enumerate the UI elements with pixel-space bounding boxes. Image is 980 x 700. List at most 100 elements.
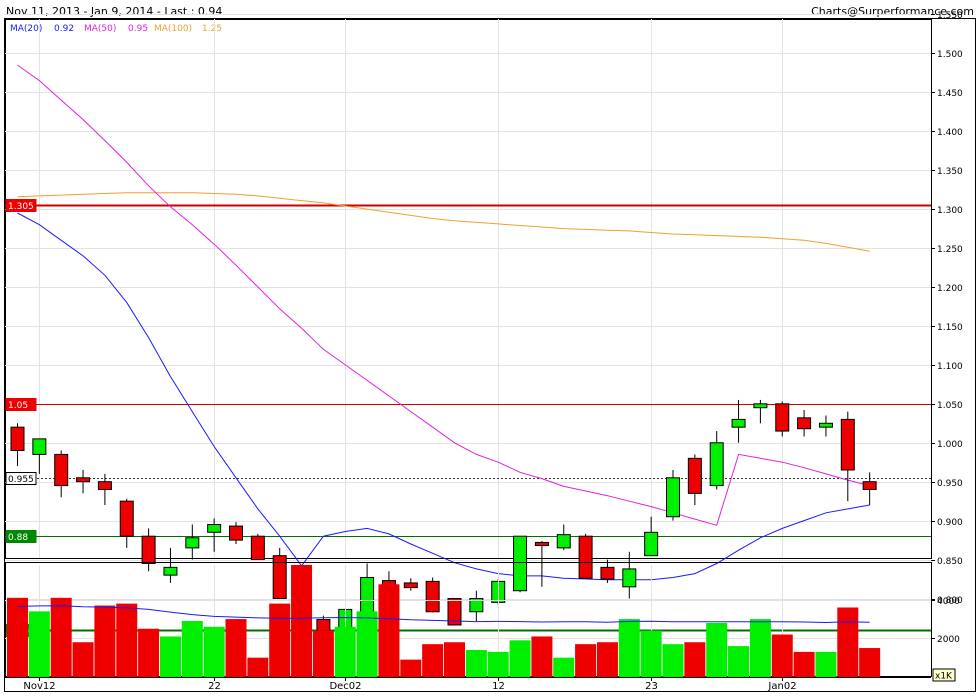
candle [97,473,112,506]
candle-body-down [316,619,331,632]
candle [229,522,243,544]
level-label-box [5,398,37,411]
volume-bar [749,619,771,677]
volume-ma-line [17,605,870,624]
candle-body-down [97,481,112,490]
volume-bar [181,621,203,677]
candle-body-down [403,582,418,589]
x-tick-label: Jan02 [767,681,796,692]
candle [534,540,549,587]
candle [513,535,528,593]
candle-body-up [207,524,222,533]
volume-bar [378,584,400,677]
level-label: 0.88 [8,533,28,543]
candle-body-up [666,477,680,518]
candle [403,578,418,591]
volume-bar [138,628,160,677]
candle-body-up [753,403,768,409]
candle [862,472,877,506]
volume-bar [225,619,247,677]
candle [163,547,178,583]
candle [272,547,287,600]
candle [622,551,637,599]
price-y-tick-label: 1.000 [937,440,963,450]
candle-body-up [818,422,833,428]
ma-legend: MA(20) 0.92 MA(50) 0.95 MA(100) 1.25 [10,24,222,34]
candle-body-down [600,566,615,580]
candle [600,559,615,583]
x-axis: Nov12 22 Dec02 12 23 Jan02 [5,677,931,692]
x-tick-label: 12 [492,681,505,692]
candle [840,411,855,502]
level-label-box [5,472,37,485]
price-y-tick-label: 1.050 [937,401,963,411]
candle-body-down [840,418,855,471]
volume-bar [662,644,684,677]
candle [666,470,680,521]
price-y-tick-label: 1.550 [937,11,963,21]
candle-body-down [10,426,25,452]
candle [687,454,702,506]
candle-body-up [622,568,637,588]
candle-body-down [250,535,265,561]
price-y-tick-label: 1.150 [937,323,963,333]
candle [54,450,69,498]
candle-body-up [731,418,746,428]
volume-bar [159,636,181,677]
volume-bar [684,642,706,677]
x-tick-label: Dec02 [329,681,361,692]
volume-bar [859,648,881,677]
candle [753,399,768,424]
candle [141,528,156,572]
candle-body-down [76,477,91,483]
volume-bar [72,642,94,677]
candle [469,590,484,622]
price-y-tick-label: 1.100 [937,362,963,372]
volume-bar [771,634,793,677]
candle [250,533,265,561]
candle [32,438,47,474]
ma100-line [17,192,870,252]
volume-bar [312,630,334,677]
volume-bar [7,597,28,677]
price-y-tick-label: 1.350 [937,167,963,177]
volume-bar [50,597,72,677]
candle [775,401,790,437]
volume-bar [509,640,531,677]
volume-bar [793,651,815,677]
volume-bar [444,642,465,677]
candle [207,518,222,552]
candle-body-down [54,453,69,487]
price-y-tick-label: 0.800 [937,596,963,606]
price-y-tick-label: 1.250 [937,245,963,255]
candle [709,431,724,490]
candle-body-up [469,598,484,613]
volume-bar [596,642,618,677]
candle-body-down [141,535,156,564]
candle [425,577,440,613]
level-label-box [5,530,37,543]
x-tick-label: Nov12 [23,681,55,692]
legend-ma100-value: 1.25 [202,24,222,34]
price-y-tick-label: 1.300 [937,206,963,216]
candle [644,516,659,557]
level-label: 1.305 [8,202,34,212]
chart-title: Nov 11, 2013 - Jan 9, 2014 - Last : 0.94 [6,5,222,18]
candle-body-up [360,576,375,617]
volume-bar [116,603,138,677]
volume-bar [422,644,444,677]
candle [119,498,134,548]
volume-y-tick-label: 2000 [937,635,960,645]
volume-panel: 2000 4000 x1K [5,562,960,682]
candle-body-up [709,442,724,487]
volume-unit-label: x1K [935,672,953,682]
price-y-tick-label: 1.450 [937,89,963,99]
legend-ma50-value: 0.95 [128,24,148,34]
ma20-line [17,212,870,581]
volume-bar [531,636,553,677]
volume-bar [815,651,837,677]
candle [556,524,571,551]
volume-unit-box [932,668,956,682]
legend-ma100-label: MA(100) [154,24,192,34]
